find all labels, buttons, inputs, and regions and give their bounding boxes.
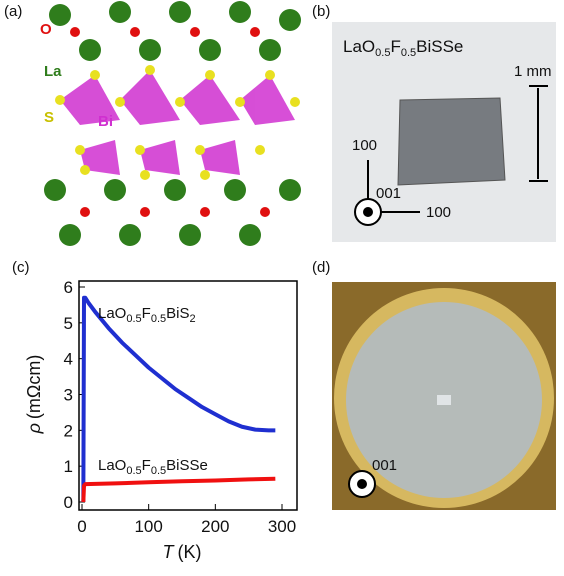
y-tick-label: 2 — [64, 421, 73, 440]
label-part: 2 — [189, 313, 195, 325]
label-part: LaO — [98, 457, 126, 474]
y-tick-label: 6 — [64, 278, 73, 297]
direction-label: 001 — [372, 457, 397, 474]
scale-bar — [529, 85, 548, 182]
direction-label: 001 — [376, 185, 401, 202]
axes-arrows — [354, 160, 420, 226]
crystal — [397, 97, 506, 186]
y-tick-label: 1 — [64, 457, 73, 476]
direction-label: 100 — [426, 204, 451, 221]
y-tick-label: 3 — [64, 386, 73, 405]
label-part: 0.5 — [151, 465, 166, 477]
panel-label: (c) — [12, 259, 30, 276]
x-tick-label: 300 — [268, 517, 296, 536]
label-part: BiS — [166, 305, 189, 322]
plot-frame — [78, 280, 298, 511]
atom-label: La — [44, 63, 62, 80]
label-part: 0.5 — [151, 313, 166, 325]
panel-label: (b) — [312, 3, 330, 20]
x-axis-label: T (K) — [163, 542, 202, 562]
label-part: F — [142, 305, 151, 322]
direction-marker — [348, 470, 376, 498]
series-label: LaO0.5F0.5BiSSe — [98, 457, 208, 477]
panel-label: (a) — [4, 3, 22, 20]
y-label-symbol: ρ — [24, 423, 44, 434]
crystal-structure — [40, 1, 305, 250]
atom-label: O — [40, 21, 52, 38]
y-tick-label: 5 — [64, 314, 73, 333]
scale-label: 1 mm — [514, 63, 552, 80]
atom-label: Bi — [98, 113, 113, 130]
label-part: F — [142, 457, 151, 474]
label-part: 0.5 — [126, 313, 141, 325]
label-part: 0.5 — [126, 465, 141, 477]
y-axis-label: ρ (mΩcm) — [24, 355, 44, 435]
y-tick-label: 0 — [64, 493, 73, 512]
series-label: LaO0.5F0.5BiS2 — [98, 305, 196, 325]
y-label-unit: (mΩcm) — [24, 355, 44, 419]
x-label-unit: (K) — [178, 542, 202, 562]
direction-label: 100 — [352, 137, 377, 154]
y-tick-label: 4 — [64, 350, 73, 369]
x-tick-label: 100 — [134, 517, 162, 536]
x-label-symbol: T — [163, 542, 176, 562]
data-line — [81, 476, 276, 503]
formula: LaO0.5F0.5BiSSe — [343, 37, 463, 59]
x-tick-label: 200 — [201, 517, 229, 536]
crystal — [437, 395, 451, 405]
label-part: BiSSe — [166, 457, 208, 474]
data-line — [81, 295, 276, 503]
label-part: LaO — [98, 305, 126, 322]
panel-label: (d) — [312, 259, 330, 276]
atom-label: S — [44, 109, 54, 126]
x-tick-label: 0 — [77, 517, 86, 536]
